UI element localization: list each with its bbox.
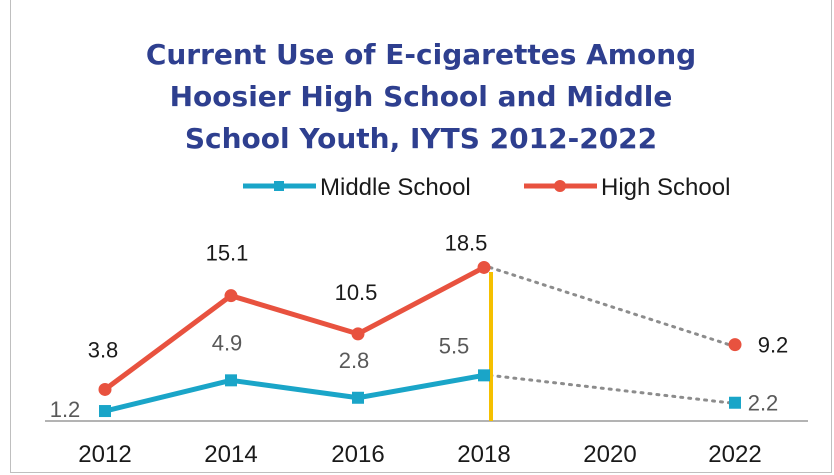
legend-middle-school-marker — [274, 181, 284, 191]
chart-title-line-3: School Youth, IYTS 2012-2022 — [185, 122, 657, 155]
middle-school-point — [478, 369, 490, 382]
middle-school-projection-line — [488, 373, 731, 405]
high-school-point — [351, 327, 365, 341]
x-tick-label: 2014 — [204, 441, 257, 468]
x-tick-label: 2018 — [457, 441, 510, 468]
legend-middle-school-label: Middle School — [320, 174, 471, 201]
legend: Middle School High School — [243, 174, 730, 201]
high-school-data-label: 3.8 — [88, 337, 119, 362]
middle-school-point — [729, 396, 741, 409]
x-tick-label: 2022 — [708, 441, 761, 468]
high-school-data-label: 18.5 — [445, 230, 488, 255]
x-tick-label: 2012 — [78, 441, 131, 468]
middle-school-data-label: 1.2 — [50, 397, 81, 422]
chart-title-line-1: Current Use of E-cigarettes Among — [146, 38, 696, 71]
high-school-point — [98, 382, 112, 396]
high-school-point — [728, 338, 742, 352]
middle-school-data-label: 2.2 — [748, 391, 779, 416]
high-school-projection-line — [488, 265, 731, 347]
middle-school-point — [225, 374, 237, 387]
middle-school-point — [352, 391, 364, 404]
high-school-data-label: 9.2 — [758, 333, 789, 358]
middle-school-data-label: 5.5 — [439, 333, 470, 358]
high-school-data-label: 10.5 — [335, 280, 378, 305]
legend-high-school-marker — [554, 180, 566, 192]
middle-school-point — [99, 405, 111, 418]
high-school-point — [224, 289, 238, 303]
legend-high-school-label: High School — [601, 174, 730, 201]
middle-school-data-label: 4.9 — [212, 330, 243, 355]
x-tick-label: 2016 — [331, 441, 384, 468]
plot-area: 1.2 4.9 2.8 5.5 2.2 3.8 15.1 10.5 18.5 9.2 — [50, 230, 789, 422]
high-school-point — [477, 260, 491, 274]
middle-school-line — [104, 372, 485, 414]
chart-frame — [10, 0, 832, 473]
x-tick-label: 2020 — [583, 441, 636, 468]
middle-school-data-label: 2.8 — [339, 348, 370, 373]
high-school-data-label: 15.1 — [206, 241, 249, 266]
chart-title-line-2: Hoosier High School and Middle — [170, 80, 673, 113]
x-axis-ticks: 2012 2014 2016 2018 2020 2022 — [78, 441, 761, 468]
high-school-line — [103, 265, 486, 392]
